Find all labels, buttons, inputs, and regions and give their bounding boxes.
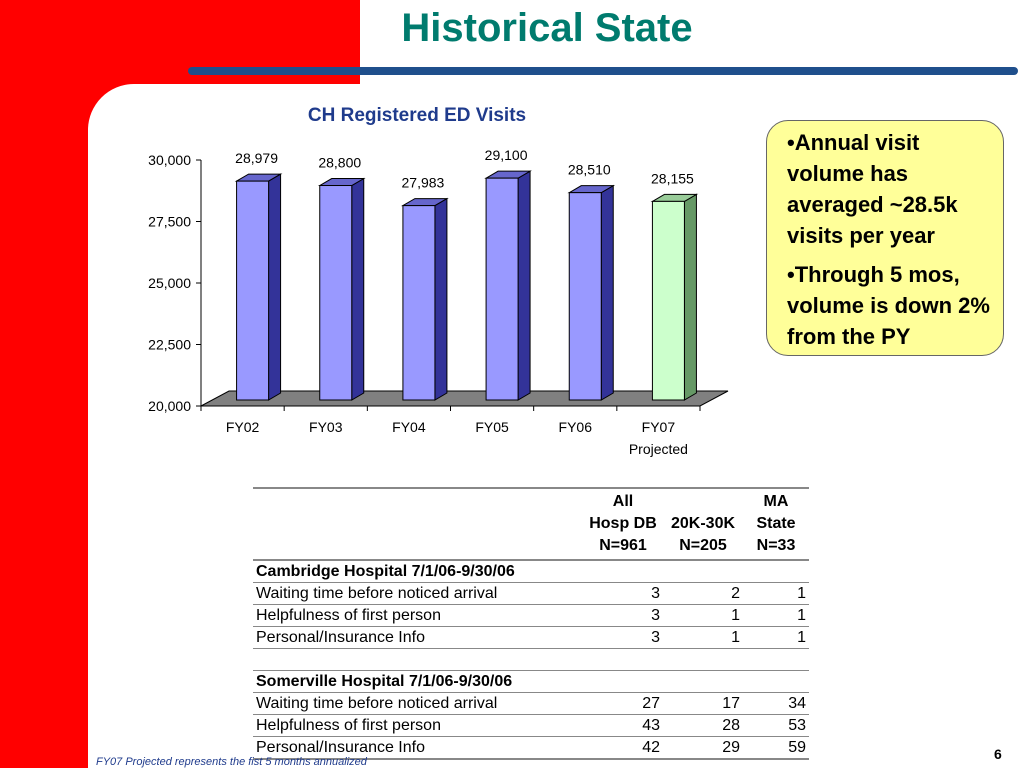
table-row: Personal/Insurance Info 42 29 59 xyxy=(253,736,809,760)
bar xyxy=(236,180,270,401)
row-label: Helpfulness of first person xyxy=(253,604,583,627)
cell-20k-30k: 17 xyxy=(663,692,743,715)
y-tick-label: 27,500 xyxy=(148,214,191,230)
table-row: Helpfulness of first person 3 1 1 xyxy=(253,604,809,627)
row-label: Helpfulness of first person xyxy=(253,714,583,737)
header-20k-30k: 20K-30K N=205 xyxy=(663,488,743,561)
bar xyxy=(568,192,602,401)
x-tick-label: FY02 xyxy=(226,419,260,435)
cell-ma-state: 1 xyxy=(743,582,809,605)
footnote: FY07 Projected represents the fist 5 mon… xyxy=(96,756,367,768)
table-row: Personal/Insurance Info 3 1 1 xyxy=(253,626,809,649)
data-label: 27,983 xyxy=(402,175,445,191)
header-line: N=205 xyxy=(679,537,727,554)
survey-table: All Hosp DB N=961 20K-30K N=205 MA State… xyxy=(253,487,809,760)
cell-all-hosp: 42 xyxy=(583,736,663,760)
slide-title: Historical State xyxy=(401,6,693,50)
header-line: MA xyxy=(763,493,789,510)
bar-side xyxy=(600,184,614,401)
cell-all-hosp: 27 xyxy=(583,692,663,715)
cell-20k-30k: 28 xyxy=(663,714,743,737)
section-title: Somerville Hospital 7/1/06-9/30/06 xyxy=(253,670,809,693)
cell-all-hosp: 3 xyxy=(583,626,663,649)
table-row: Helpfulness of first person 43 28 53 xyxy=(253,714,809,737)
table-row: Waiting time before noticed arrival 27 1… xyxy=(253,692,809,715)
callout-box: •Annual visit volume has averaged ~28.5k… xyxy=(766,120,1004,356)
header-line: N=961 xyxy=(599,537,647,554)
spacer-row xyxy=(253,648,809,671)
bar-side xyxy=(434,197,448,401)
bar xyxy=(485,177,519,401)
cell-all-hosp: 3 xyxy=(583,604,663,627)
callout-bullet-2: •Through 5 mos, volume is down 2% from t… xyxy=(787,262,990,349)
header-ma-state: MA State N=33 xyxy=(743,488,809,561)
data-label: 28,979 xyxy=(235,150,278,166)
header-blank xyxy=(253,488,583,561)
bar xyxy=(319,185,353,401)
cell-ma-state: 34 xyxy=(743,692,809,715)
data-label: 28,155 xyxy=(651,170,694,186)
y-tick-label: 30,000 xyxy=(148,152,191,168)
bar-chart: CH Registered ED Visits 20,000 22,500 25,00… xyxy=(148,105,729,457)
callout-bullet-1: •Annual visit volume has averaged ~28.5k… xyxy=(787,130,958,248)
cell-ma-state: 1 xyxy=(743,626,809,649)
cell-20k-30k: 1 xyxy=(663,604,743,627)
cell-all-hosp: 43 xyxy=(583,714,663,737)
bar xyxy=(402,205,436,401)
x-tick-sublabel: Projected xyxy=(629,441,688,457)
row-label: Waiting time before noticed arrival xyxy=(253,692,583,715)
table-header-row: All Hosp DB N=961 20K-30K N=205 MA State… xyxy=(253,488,809,561)
x-tick-label: FY07 xyxy=(642,419,676,435)
y-tick-label: 20,000 xyxy=(148,398,191,414)
row-label: Personal/Insurance Info xyxy=(253,736,583,760)
header-line: State xyxy=(756,515,796,532)
cell-all-hosp: 3 xyxy=(583,582,663,605)
bar-side xyxy=(351,177,365,401)
page-number: 6 xyxy=(994,746,1002,762)
table-row: Waiting time before noticed arrival 3 2 … xyxy=(253,582,809,605)
data-label: 28,800 xyxy=(318,155,361,171)
header-all-hosp: All Hosp DB N=961 xyxy=(583,488,663,561)
title-underline xyxy=(188,67,1018,75)
x-tick-label: FY04 xyxy=(392,419,426,435)
header-line: N=33 xyxy=(756,537,796,554)
x-tick-label: FY06 xyxy=(559,419,593,435)
section-title-row: Somerville Hospital 7/1/06-9/30/06 xyxy=(253,670,809,693)
bar xyxy=(651,200,685,401)
header-line: Hosp DB xyxy=(589,515,657,532)
header-line: 20K-30K xyxy=(670,515,736,532)
bar-side xyxy=(517,170,531,401)
cell-20k-30k: 1 xyxy=(663,626,743,649)
x-tick-label: FY05 xyxy=(475,419,509,435)
y-tick-label: 22,500 xyxy=(148,337,191,353)
cell-20k-30k: 2 xyxy=(663,582,743,605)
chart-title: CH Registered ED Visits xyxy=(308,105,526,126)
section-title: Cambridge Hospital 7/1/06-9/30/06 xyxy=(253,560,809,583)
cell-ma-state: 1 xyxy=(743,604,809,627)
y-tick-label: 25,000 xyxy=(148,275,191,291)
cell-ma-state: 53 xyxy=(743,714,809,737)
header-line: All xyxy=(612,493,634,510)
data-label: 28,510 xyxy=(568,162,611,178)
section-title-row: Cambridge Hospital 7/1/06-9/30/06 xyxy=(253,560,809,583)
row-label: Personal/Insurance Info xyxy=(253,626,583,649)
bar-side xyxy=(683,193,697,401)
x-tick-label: FY03 xyxy=(309,419,343,435)
row-label: Waiting time before noticed arrival xyxy=(253,582,583,605)
cell-ma-state: 59 xyxy=(743,736,809,760)
cell-20k-30k: 29 xyxy=(663,736,743,760)
data-label: 29,100 xyxy=(485,147,528,163)
bar-side xyxy=(268,173,282,401)
